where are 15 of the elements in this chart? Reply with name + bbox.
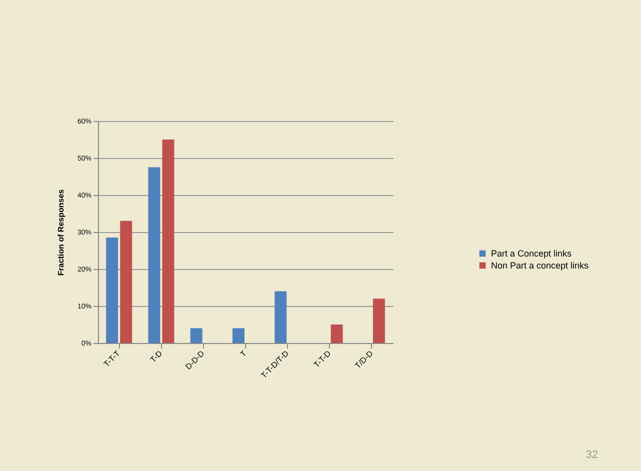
legend-label: Part a Concept links bbox=[491, 248, 572, 258]
bar bbox=[190, 328, 202, 343]
bar bbox=[148, 167, 160, 343]
x-tick-label: T-D bbox=[148, 348, 164, 364]
y-axis-title: Fraction of Responses bbox=[56, 188, 66, 276]
bar bbox=[162, 140, 174, 343]
x-tick-label: T bbox=[238, 348, 248, 359]
bar bbox=[372, 298, 385, 343]
text: 32 bbox=[586, 449, 598, 461]
bar bbox=[120, 220, 132, 343]
bar bbox=[274, 291, 287, 343]
bar bbox=[106, 238, 118, 343]
bar bbox=[330, 324, 343, 343]
bar bbox=[232, 328, 244, 343]
legend-label: Non Part a concept links bbox=[491, 260, 590, 270]
